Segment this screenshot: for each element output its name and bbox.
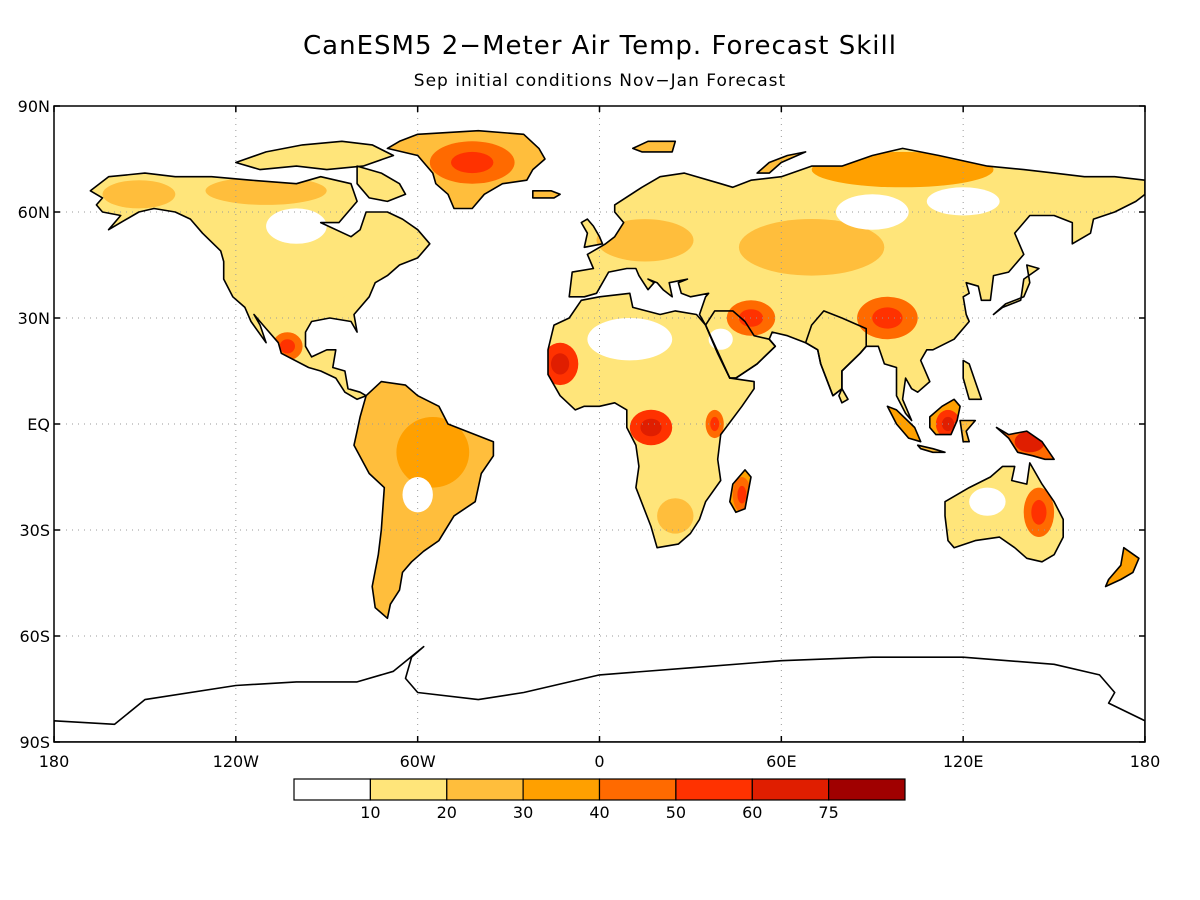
africa-coastline <box>547 292 755 549</box>
sulawesi-coastline <box>959 419 977 443</box>
colorbar-label: 75 <box>818 803 838 822</box>
baffin-island-skill-fill <box>357 166 406 202</box>
eurasia-skill-fill <box>569 148 1145 421</box>
antarctica-coastline <box>54 645 1145 742</box>
south-america-coastline <box>353 380 495 620</box>
great-britain-coastline <box>580 218 604 249</box>
region-united-states <box>254 254 351 311</box>
skill-anomaly-regions <box>102 141 1130 587</box>
colorbar-swatch <box>751 778 830 801</box>
lat-tick-label: 90S <box>19 733 50 752</box>
low-skill-area-0 <box>587 318 673 361</box>
colorbar-label: 10 <box>360 803 380 822</box>
region-southern-south-america <box>387 494 424 566</box>
colorbar-swatch <box>522 778 601 801</box>
colorbar-swatch <box>293 778 372 801</box>
map-panel <box>54 106 1145 742</box>
lon-tick-label: 120E <box>943 752 984 771</box>
region-core-eastern-australia <box>1031 499 1047 525</box>
svalbard-coastline <box>631 140 677 153</box>
region-southern-africa <box>657 498 694 534</box>
region-core-greenland <box>451 151 494 174</box>
new-zealand-coastline <box>1104 546 1140 588</box>
region-europe <box>596 219 694 262</box>
colorbar-label: 30 <box>513 803 533 822</box>
colorbar-swatch <box>827 778 906 801</box>
graticule <box>54 106 1145 742</box>
region-core-tibetan-plateau <box>872 307 903 329</box>
colorbar-swatch <box>598 778 677 801</box>
skill-shading <box>90 130 1145 619</box>
novaya-zemlya-coastline <box>756 151 807 174</box>
japan-coastline <box>992 264 1040 316</box>
lon-tick-label: 0 <box>594 752 604 771</box>
sri-lanka-coastline <box>838 387 849 404</box>
canadian-arctic-islands-coastline <box>235 140 395 171</box>
india-skill-fill <box>805 310 867 396</box>
australia-skill-fill <box>945 462 1064 562</box>
colorbar: 10 20 30 40 50 60 75 <box>293 778 906 822</box>
novaya-zemlya-skill-fill <box>757 151 806 174</box>
colorbar-swatch <box>675 778 753 801</box>
iceland-coastline <box>531 190 561 199</box>
india-coastline <box>804 310 868 397</box>
low-skill-area-5 <box>402 477 433 513</box>
lat-tick-label: 30S <box>19 521 50 540</box>
madagascar-coastline <box>728 469 752 514</box>
philippines-skill-fill <box>963 360 982 400</box>
sumatra-coastline <box>886 405 922 443</box>
iceland-skill-fill <box>532 190 561 198</box>
region-core-madagascar <box>737 485 747 504</box>
lat-tick-label: 90N <box>18 97 50 116</box>
philippines-coastline <box>962 359 983 401</box>
colorbar-label: 50 <box>666 803 686 822</box>
region-core-mexico <box>279 339 295 354</box>
region-amazon <box>396 417 470 488</box>
colorbar-label: 60 <box>742 803 762 822</box>
lon-tick-label: 60E <box>766 752 796 771</box>
region-core-west-africa <box>551 353 570 375</box>
north-america-coastline <box>89 172 431 401</box>
lat-tick-label: 30N <box>18 309 50 328</box>
lat-tick-label: 60N <box>18 203 50 222</box>
low-skill-area-4 <box>926 187 1000 216</box>
lat-tick-label: 60S <box>19 627 50 646</box>
sulawesi-skill-fill <box>960 420 976 442</box>
region-core-new-guinea <box>1022 436 1038 448</box>
sumatra-skill-fill <box>887 406 921 442</box>
arabia-coastline <box>704 310 777 379</box>
latitude-axis: 90N 60N 30N EQ 30S 60S 90S <box>18 97 1145 752</box>
low-skill-area-6 <box>969 487 1006 516</box>
region-central-asia <box>738 219 885 276</box>
chart-subtitle: Sep initial conditions Nov−Jan Forecast <box>414 71 786 91</box>
lon-tick-label: 120W <box>213 752 260 771</box>
java-coastline <box>916 444 946 454</box>
lat-tick-label: EQ <box>27 415 50 434</box>
lon-tick-label: 180 <box>1130 752 1161 771</box>
australia-coastline <box>944 462 1064 563</box>
chart-title: CanESM5 2−Meter Air Temp. Forecast Skill <box>303 31 897 61</box>
longitude-axis: 180 120W 60W 0 60E 120E 180 <box>39 106 1161 771</box>
low-skill-area-3 <box>835 194 909 230</box>
region-core-central-africa <box>640 418 662 437</box>
colorbar-swatch <box>446 778 524 801</box>
borneo-coastline <box>928 398 961 436</box>
canadian-arctic-islands-skill-fill <box>235 141 394 170</box>
eurasia-coastline <box>568 147 1145 422</box>
new-guinea-coastline <box>995 426 1055 461</box>
lon-tick-label: 180 <box>39 752 70 771</box>
baffin-island-coastline <box>356 165 407 203</box>
greenland-coastline <box>386 129 546 210</box>
colorbar-label: 40 <box>589 803 609 822</box>
colorbar-swatch <box>369 778 448 801</box>
region-alaska <box>102 180 176 209</box>
arabia-skill-fill <box>705 310 776 379</box>
low-skill-area-2 <box>266 208 327 244</box>
coastlines <box>54 129 1145 742</box>
colorbar-label: 20 <box>437 803 457 822</box>
lon-tick-label: 60W <box>400 752 436 771</box>
